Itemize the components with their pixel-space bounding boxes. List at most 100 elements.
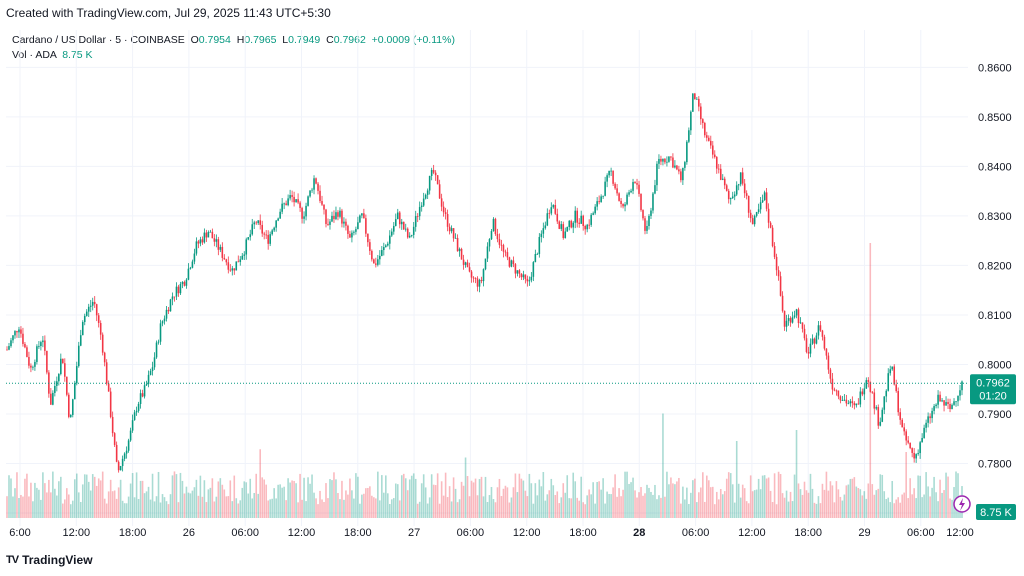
candle-body (783, 310, 786, 327)
volume-bar (737, 483, 740, 518)
candle-body (311, 189, 313, 191)
volume-bar (46, 492, 48, 518)
candle-body (111, 416, 114, 434)
candle-body (789, 318, 792, 323)
candle-body (654, 185, 656, 194)
volume-bar (414, 478, 417, 518)
candle-body (676, 165, 678, 170)
volume-bar (478, 479, 481, 518)
volume-bar (540, 486, 543, 518)
volume-bar (729, 473, 732, 518)
x-tick-label: 06:00 (457, 527, 485, 539)
volume-bar (285, 500, 287, 518)
volume-bar (402, 473, 405, 518)
volume-bar (390, 499, 393, 518)
volume-bar (237, 503, 240, 518)
volume-bar (225, 496, 228, 518)
volume-bar (893, 503, 896, 518)
volume-bar (109, 479, 112, 518)
candle-body (416, 216, 419, 217)
current-price-label: 0.7962 (976, 377, 1010, 389)
volume-bar (759, 489, 762, 518)
volume-bar (606, 491, 608, 518)
volume-bar (646, 484, 648, 518)
volume-bar (450, 501, 453, 518)
volume-bar (915, 498, 917, 518)
volume-bar (755, 489, 758, 518)
volume-bar (857, 488, 860, 518)
candle-body (381, 250, 383, 256)
volume-bar (957, 473, 959, 518)
candle-body (12, 335, 14, 341)
candle-body (859, 391, 862, 405)
volume-bar (785, 490, 788, 518)
candle-body (335, 212, 337, 220)
candle-body (454, 237, 457, 239)
volume-bar (723, 491, 726, 518)
candle-body (737, 184, 740, 186)
volume-bar (805, 490, 808, 518)
candle-body (608, 170, 610, 176)
volume-bar (536, 495, 539, 518)
volume-bar (396, 484, 399, 518)
symbol-title[interactable]: Cardano / US Dollar · 5 · COINBASE (12, 34, 185, 46)
candle-body (775, 256, 778, 271)
candle-body (925, 422, 927, 428)
candle-body (708, 137, 710, 141)
volume-bar (610, 494, 612, 518)
volume-bar (847, 484, 850, 518)
volume-bar (40, 499, 42, 518)
candle-body (911, 448, 913, 453)
volume-bar (909, 478, 911, 518)
candle-body (225, 259, 228, 263)
candle-body (745, 193, 748, 196)
candle-body (227, 262, 230, 270)
volume-bar (488, 495, 491, 518)
candle-body (109, 391, 112, 417)
candle-body (847, 403, 850, 405)
candle-body (185, 279, 188, 286)
volume-bar (383, 492, 385, 518)
volume-bar (77, 492, 80, 518)
volume-bar (121, 500, 124, 518)
volume-bar (87, 481, 90, 518)
volume-bar (161, 494, 164, 518)
volume-bar (482, 496, 485, 518)
volume-bar (753, 490, 756, 518)
volume-bar (299, 473, 301, 518)
candle-body (349, 233, 351, 238)
candle-body (907, 440, 909, 443)
volume-bar (394, 483, 397, 518)
volume-bar (50, 492, 52, 518)
candle-body (101, 334, 104, 353)
volume-bar (319, 490, 321, 518)
candle-body (319, 190, 321, 202)
volume-bar (682, 486, 684, 518)
candle-body (584, 226, 586, 230)
volume-label[interactable]: Vol · ADA (12, 49, 57, 61)
volume-bar (933, 476, 935, 518)
candle-body (753, 215, 756, 225)
candle-body (600, 196, 602, 203)
volume-bar (801, 494, 804, 518)
volume-bar (175, 474, 178, 518)
volume-bar (668, 484, 670, 518)
volume-bar (377, 471, 379, 518)
volume-bar (24, 478, 26, 518)
ohlc-row: Cardano / US Dollar · 5 · COINBASE O0.79… (12, 33, 455, 48)
candle-body (670, 156, 672, 158)
volume-bar (137, 498, 140, 518)
volume-bar (373, 497, 375, 518)
candle-body (341, 210, 343, 224)
volume-bar (733, 502, 736, 518)
volume-bar (709, 487, 712, 518)
candle-body (253, 222, 256, 225)
candle-body (145, 384, 148, 386)
candle-body (821, 330, 824, 337)
volume-bar (757, 478, 760, 518)
volume-bar (781, 493, 784, 518)
volume-bar (105, 503, 108, 518)
candle-body (34, 361, 36, 367)
volume-bar (442, 495, 445, 518)
price-chart[interactable]: 0.77000.78000.79000.80000.81000.82000.83… (0, 22, 1024, 552)
